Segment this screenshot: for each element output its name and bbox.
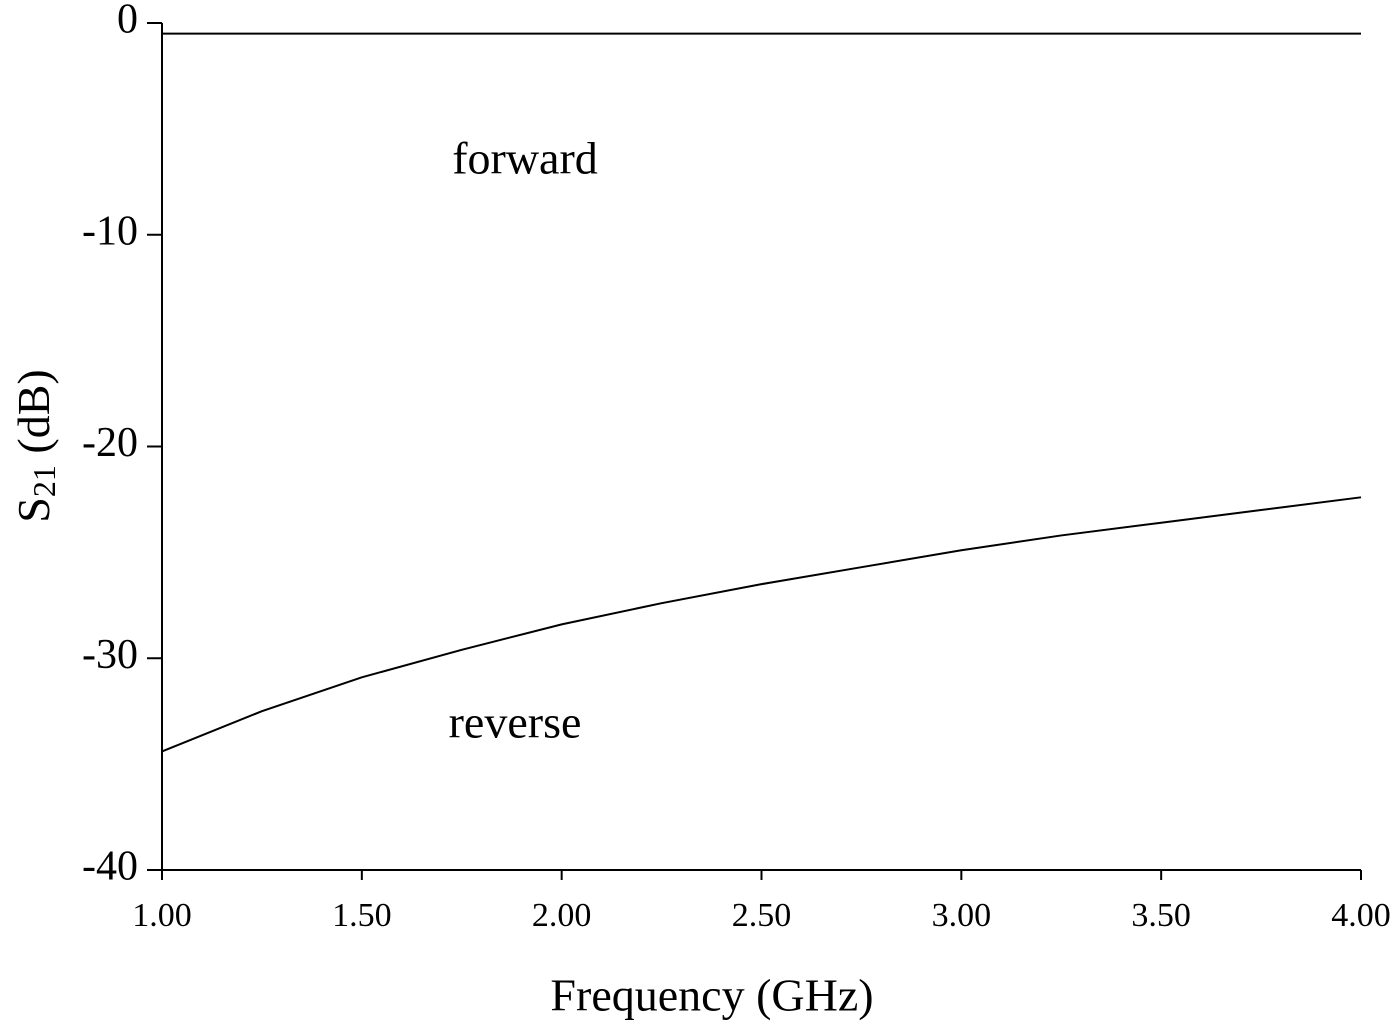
y-axis-title: S21 (dB): [8, 369, 63, 522]
x-tick-label: 4.00: [1331, 897, 1391, 934]
y-tick-label: 0: [117, 0, 138, 43]
x-tick-label: 2.50: [732, 897, 792, 934]
x-tick-label: 3.00: [932, 897, 992, 934]
y-tick-label: -40: [82, 844, 138, 890]
x-tick-label: 2.00: [532, 897, 592, 934]
y-tick-label: -20: [82, 420, 138, 466]
x-axis-title: Frequency (GHz): [550, 970, 873, 1021]
series-label: reverse: [449, 697, 582, 748]
x-tick-label: 1.00: [132, 897, 192, 934]
y-title-rest: (dB): [8, 369, 59, 465]
x-tick-label: 3.50: [1131, 897, 1191, 934]
y-tick-label: -10: [82, 208, 138, 254]
y-tick-label: -30: [82, 632, 138, 678]
series-line: [161, 496, 1362, 753]
series-label: forward: [452, 133, 598, 184]
x-tick-label: 1.50: [332, 897, 392, 934]
y-title-base: S: [8, 497, 59, 523]
y-title-sub: 21: [26, 465, 62, 497]
